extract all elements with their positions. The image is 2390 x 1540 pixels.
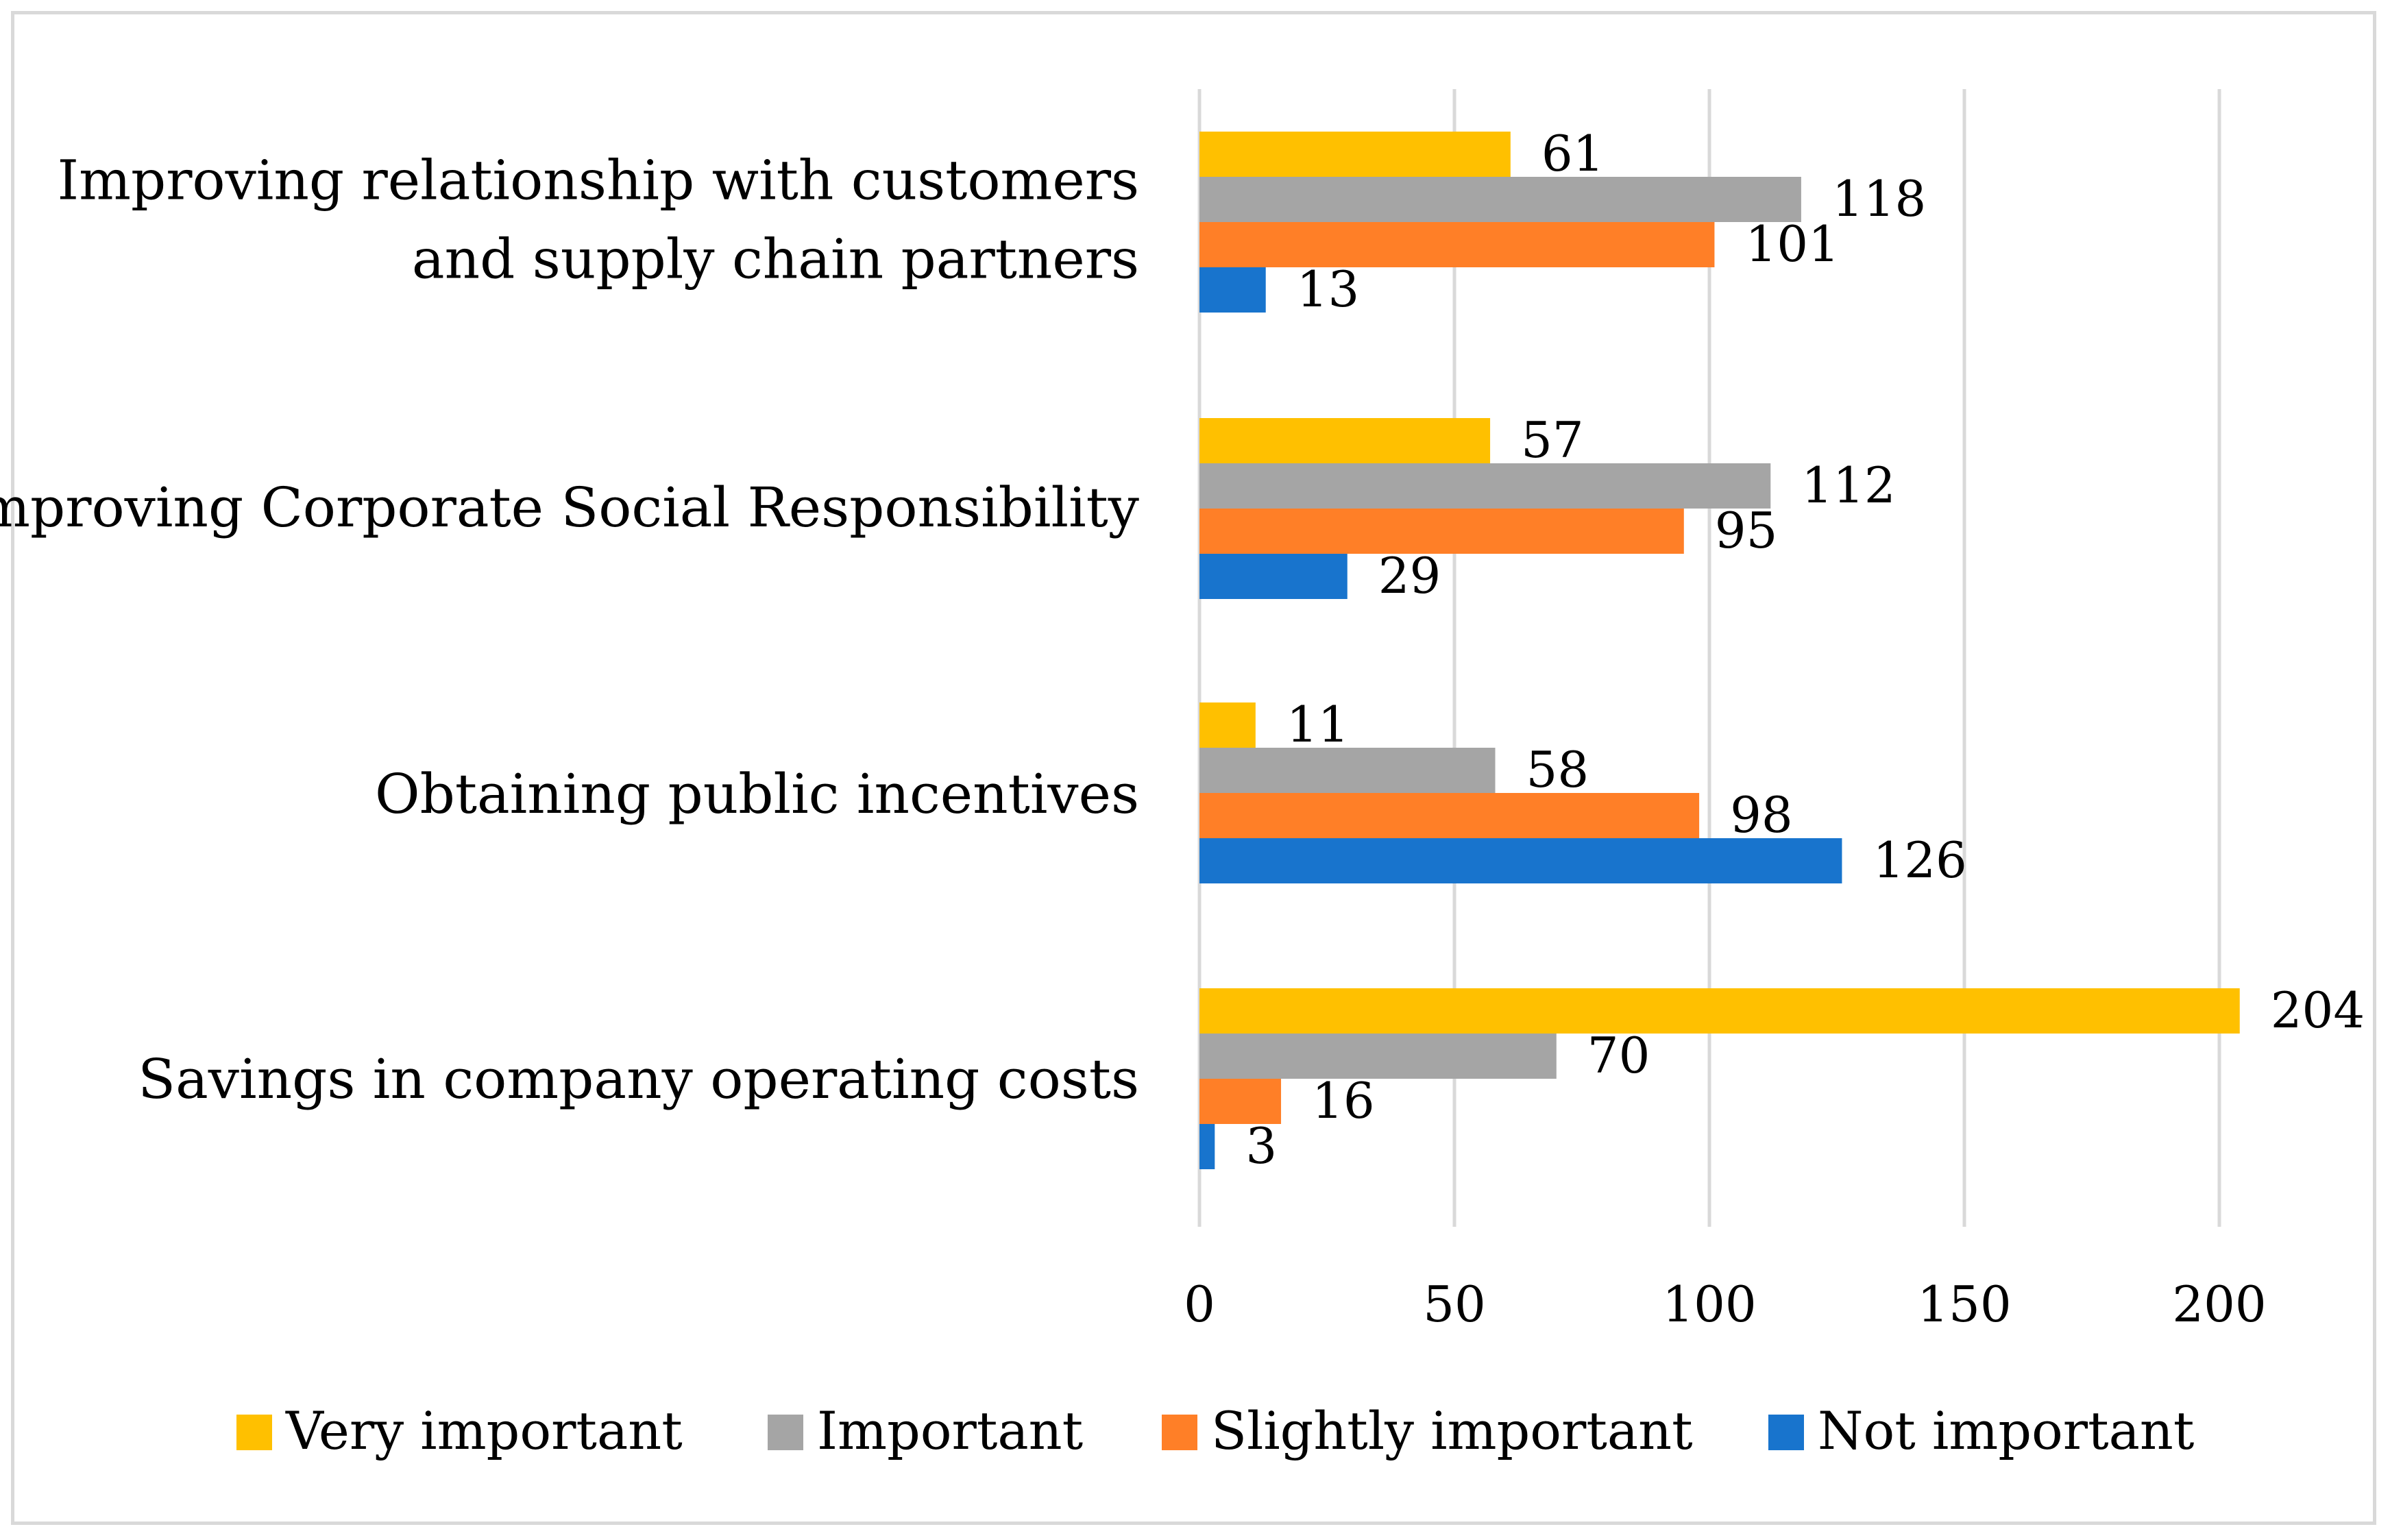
- category-label: Improving Corporate Social Responsibilit…: [0, 476, 1139, 539]
- legend-item-not-important: Not important: [1768, 1400, 2194, 1461]
- bar-very-important-2: [1199, 418, 1491, 463]
- category-label: Savings in company operating costs: [138, 1047, 1139, 1111]
- bar-not-important-2: [1199, 554, 1348, 599]
- data-label-not-important-4: 3: [1245, 1117, 1277, 1175]
- bar-very-important-3: [1199, 702, 1256, 748]
- chart-frame: [11, 11, 2376, 1525]
- bar-important-1: [1199, 177, 1801, 222]
- legend-label: Important: [817, 1400, 1083, 1461]
- bar-very-important-1: [1199, 132, 1511, 177]
- bar-slightly-important-1: [1199, 222, 1715, 267]
- legend-swatch: [768, 1415, 803, 1450]
- legend-label: Very important: [285, 1400, 683, 1461]
- data-label-important-3: 58: [1526, 741, 1589, 798]
- category-label: and supply chain partners: [412, 228, 1139, 291]
- data-label-slightly-important-4: 16: [1312, 1072, 1375, 1129]
- bar-very-important-4: [1199, 988, 2240, 1034]
- legend-item-very-important: Very important: [236, 1400, 683, 1461]
- bar-important-4: [1199, 1034, 1557, 1079]
- data-label-not-important-2: 29: [1378, 547, 1441, 604]
- bar-slightly-important-4: [1199, 1079, 1282, 1124]
- x-tick-label: 50: [1423, 1275, 1486, 1333]
- category-labels: Improving relationship with customers and…: [0, 149, 1139, 1112]
- legend-swatch: [1768, 1415, 1804, 1450]
- data-label-slightly-important-3: 98: [1730, 786, 1793, 844]
- category-label: Improving relationship with customers: [58, 149, 1139, 212]
- bar-important-2: [1199, 463, 1771, 509]
- bar-not-important-4: [1199, 1124, 1215, 1169]
- x-tick-label: 200: [2172, 1275, 2266, 1333]
- bar-not-important-3: [1199, 838, 1842, 883]
- x-axis-ticks: 0 50 100 150 200: [1184, 1275, 2267, 1333]
- legend-label: Not important: [1818, 1400, 2194, 1461]
- x-tick-label: 150: [1917, 1275, 2011, 1333]
- data-label-very-important-2: 57: [1521, 411, 1584, 469]
- legend: Very important Important Slightly importan…: [236, 1400, 2194, 1461]
- legend-item-important: Important: [768, 1400, 1083, 1461]
- data-label-not-important-1: 13: [1297, 260, 1360, 318]
- legend-swatch: [236, 1415, 272, 1450]
- bar-not-important-1: [1199, 267, 1266, 313]
- x-tick-label: 100: [1662, 1275, 1756, 1333]
- data-label-important-4: 70: [1587, 1027, 1650, 1084]
- data-label-slightly-important-2: 95: [1715, 502, 1778, 559]
- data-label-important-1: 118: [1832, 170, 1926, 228]
- bars: [1199, 132, 2240, 1169]
- data-label-very-important-4: 204: [2271, 981, 2365, 1039]
- x-tick-label: 0: [1184, 1275, 1215, 1333]
- data-label-very-important-1: 61: [1541, 125, 1605, 182]
- legend-label: Slightly important: [1211, 1400, 1693, 1461]
- data-label-not-important-3: 126: [1873, 831, 1966, 889]
- data-labels: 61 57 11 204 118 112 58 70 101 95 98 16 13 29 126 3: [1245, 125, 2365, 1175]
- data-label-very-important-3: 11: [1287, 696, 1350, 753]
- data-label-important-2: 112: [1801, 456, 1895, 514]
- data-label-slightly-important-1: 101: [1745, 215, 1839, 273]
- legend-swatch: [1162, 1415, 1197, 1450]
- bar-important-3: [1199, 748, 1496, 793]
- category-label: Obtaining public incentives: [375, 762, 1139, 826]
- bar-slightly-important-2: [1199, 509, 1684, 554]
- legend-item-slightly-important: Slightly important: [1162, 1400, 1693, 1461]
- bar-slightly-important-3: [1199, 793, 1700, 838]
